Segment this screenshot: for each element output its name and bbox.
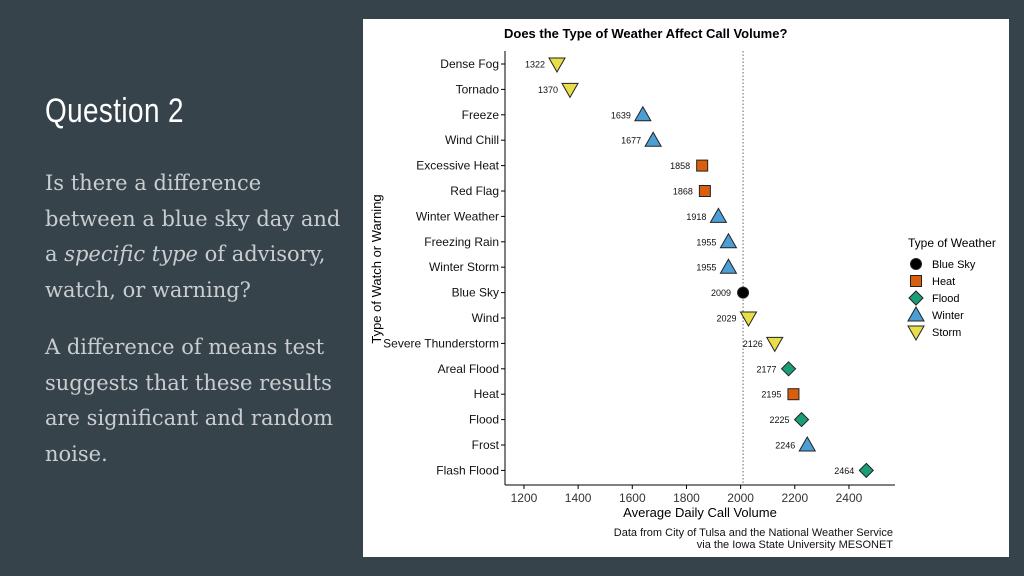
data-label: 2195 [761, 390, 781, 400]
data-label: 2029 [716, 314, 736, 324]
data-point [548, 57, 566, 74]
data-label: 1918 [686, 212, 706, 222]
legend-marker [910, 275, 922, 287]
x-tick-label: 1200 [511, 491, 538, 505]
y-tick-label: Dense Fog [440, 57, 499, 71]
legend-label: Heat [932, 276, 955, 288]
y-tick-label: Areal Flood [438, 362, 499, 376]
legend-label: Flood [932, 293, 960, 305]
data-point [793, 411, 810, 428]
data-label: 1858 [670, 161, 690, 171]
y-tick-label: Excessive Heat [416, 159, 499, 173]
data-point [737, 286, 750, 299]
y-tick-label: Wind [472, 311, 499, 325]
legend-label: Winter [932, 310, 964, 322]
y-tick-label: Flood [469, 413, 499, 427]
data-label: 2464 [834, 466, 854, 476]
data-label: 1322 [525, 60, 545, 70]
data-point [858, 462, 874, 479]
x-tick-label: 2000 [727, 491, 754, 505]
question-text-end: of advisory, watch, or warning? [45, 242, 326, 302]
question-paragraph: Is there a difference between a blue sky… [45, 166, 355, 308]
legend-marker [910, 258, 922, 270]
y-tick-label: Wind Chill [445, 133, 499, 147]
data-point [787, 388, 800, 401]
x-tick-label: 1400 [565, 491, 592, 505]
legend-title: Type of Weather [908, 236, 996, 250]
data-label: 1955 [696, 263, 716, 273]
chart-panel: Does the Type of Weather Affect Call Vol… [363, 19, 1009, 557]
call-volume-chart: Does the Type of Weather Affect Call Vol… [369, 26, 996, 551]
y-tick-label: Freezing Rain [424, 235, 499, 249]
legend-label: Blue Sky [932, 259, 976, 271]
data-point [798, 435, 817, 452]
y-tick-label: Winter Weather [416, 209, 499, 223]
data-point [765, 336, 784, 353]
legend-marker [908, 290, 924, 306]
y-tick-label: Tornado [456, 82, 500, 96]
legend-marker [907, 325, 925, 342]
chart-caption: Data from City of Tulsa and the National… [614, 527, 893, 539]
legend-marker [907, 305, 925, 322]
answer-paragraph: A difference of means test suggests that… [45, 335, 334, 466]
data-label: 1370 [538, 85, 558, 95]
data-label: 2009 [711, 288, 731, 298]
data-label: 1955 [696, 237, 716, 247]
data-label: 1639 [611, 110, 631, 120]
y-tick-label: Winter Storm [429, 260, 499, 274]
data-label: 2177 [757, 364, 777, 374]
data-point [633, 105, 652, 122]
x-tick-label: 2200 [781, 491, 808, 505]
y-tick-label: Red Flag [450, 184, 499, 198]
data-point [780, 361, 797, 377]
data-point [644, 131, 663, 147]
data-point [719, 232, 738, 249]
chart-caption: via the Iowa State University MESONET [697, 539, 894, 551]
x-tick-label: 1800 [673, 491, 700, 505]
slide-title: Question 2 [45, 92, 184, 130]
question-text-start: Is there a difference between a blue sky… [45, 171, 341, 266]
y-axis-title: Type of Watch or Warning [369, 194, 384, 343]
data-point [739, 311, 758, 328]
data-point [698, 185, 711, 197]
x-tick-label: 2400 [836, 491, 863, 505]
y-tick-label: Severe Thunderstorm [383, 336, 499, 350]
data-label: 1677 [621, 136, 641, 146]
data-label: 2126 [743, 339, 763, 349]
chart-title: Does the Type of Weather Affect Call Vol… [504, 26, 787, 41]
data-label: 2225 [770, 415, 790, 425]
data-point [696, 159, 709, 172]
legend-label: Storm [932, 327, 961, 339]
y-tick-label: Blue Sky [452, 286, 499, 300]
y-tick-label: Heat [474, 387, 500, 401]
data-label: 1868 [673, 187, 693, 197]
y-tick-label: Flash Flood [436, 463, 499, 477]
y-tick-label: Freeze [462, 108, 500, 122]
data-point [719, 258, 738, 274]
x-tick-label: 1600 [619, 491, 646, 505]
data-point [709, 207, 728, 223]
data-label: 2246 [775, 441, 795, 451]
question-text-emphasis: specific type [64, 242, 198, 266]
data-point [561, 82, 579, 99]
y-tick-label: Frost [472, 438, 500, 452]
x-axis-title: Average Daily Call Volume [623, 505, 777, 520]
